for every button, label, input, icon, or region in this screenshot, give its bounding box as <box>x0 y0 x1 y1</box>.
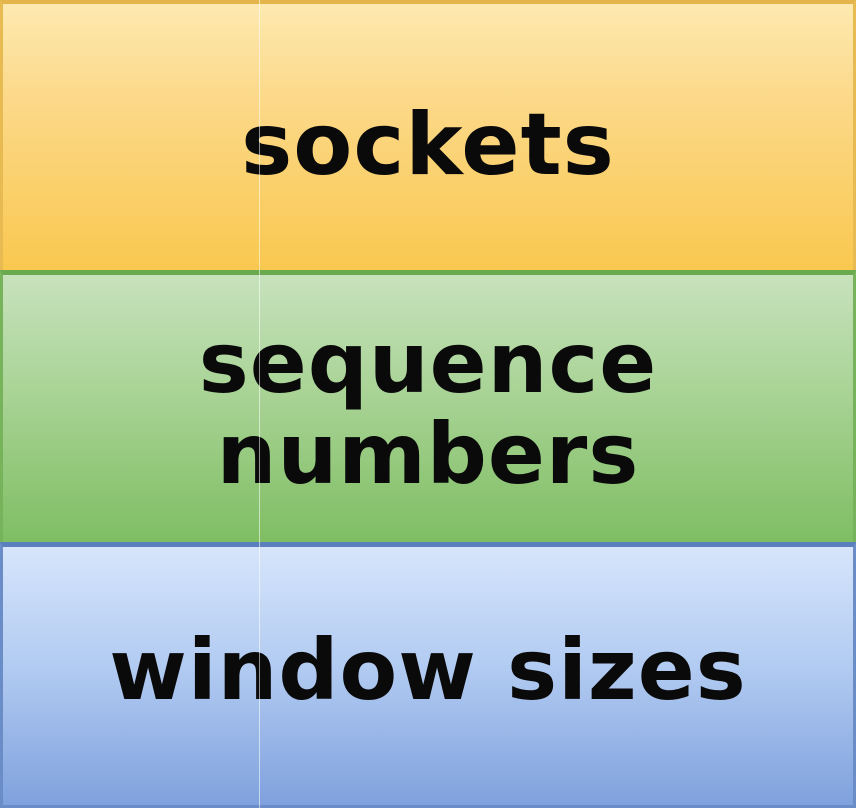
layer-label-window-sizes: window sizes <box>109 620 747 719</box>
layer-label-sockets: sockets <box>241 94 615 195</box>
layer-sequence-numbers: sequence numbers <box>0 270 856 542</box>
layer-label-sequence-numbers: sequence numbers <box>198 313 658 503</box>
layer-window-sizes: window sizes <box>0 542 856 808</box>
layer-sockets: sockets <box>0 0 856 270</box>
